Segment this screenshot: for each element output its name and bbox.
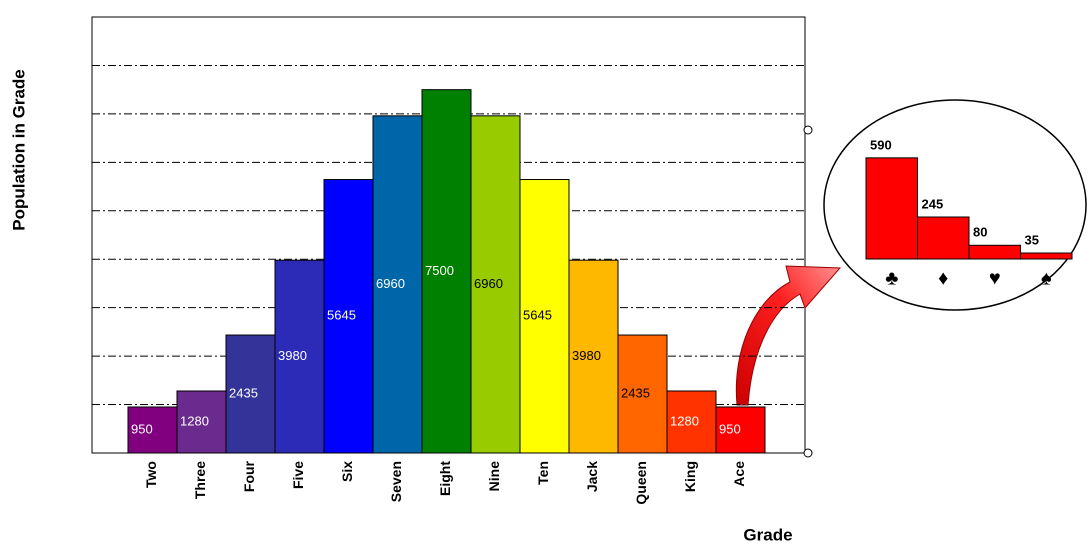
bar: [968, 244, 1021, 260]
x-tick-label: Ace: [731, 461, 747, 487]
bar: [470, 115, 521, 454]
x-tick-label: Two: [143, 461, 159, 488]
bar: [323, 179, 374, 454]
bar: [127, 406, 178, 454]
x-tick-label: ♥: [989, 267, 1001, 289]
value-label: 2435: [621, 385, 650, 400]
x-tick-label: Queen: [633, 461, 649, 505]
value-label: 2435: [229, 385, 258, 400]
value-label: 3980: [572, 348, 601, 363]
bar: [274, 259, 325, 454]
value-label: 6960: [474, 276, 503, 291]
bar: [568, 259, 619, 454]
bar: [421, 89, 472, 454]
x-tick-label: Seven: [388, 461, 404, 502]
bar: [372, 115, 423, 454]
bar: [865, 157, 918, 260]
value-label: 1280: [670, 413, 699, 428]
value-label: 590: [870, 137, 892, 152]
bar: [715, 406, 766, 454]
x-tick-label: Six: [339, 461, 355, 482]
y-axis-label: Population in Grade: [9, 69, 28, 231]
value-label: 3980: [278, 348, 307, 363]
value-label: 950: [719, 421, 741, 436]
bar: [917, 216, 970, 260]
bar: [666, 390, 717, 454]
x-tick-label: Eight: [437, 461, 453, 496]
x-tick-label: ♣: [885, 267, 898, 289]
value-label: 80: [973, 225, 987, 240]
bar: [519, 179, 570, 454]
x-tick-label: Jack: [584, 461, 600, 492]
x-tick-label: Three: [192, 461, 208, 499]
value-label: 950: [131, 421, 153, 436]
callout-arrow: [735, 265, 842, 406]
value-label: 7500: [425, 263, 454, 278]
x-tick-label: ♠: [1041, 267, 1052, 289]
bar: [1020, 252, 1073, 260]
bar: [225, 334, 276, 454]
value-label: 6960: [376, 276, 405, 291]
x-tick-label: Ten: [535, 461, 551, 485]
value-label: 35: [1025, 232, 1039, 247]
x-tick-label: Five: [290, 461, 306, 489]
handle: [803, 125, 813, 135]
x-axis-label: Grade: [743, 525, 792, 544]
value-label: 1280: [180, 413, 209, 428]
x-tick-label: King: [682, 461, 698, 492]
x-tick-label: Nine: [486, 461, 502, 492]
value-label: 245: [922, 196, 944, 211]
bar: [176, 390, 227, 454]
handle: [803, 448, 813, 458]
value-label: 5645: [327, 308, 356, 323]
x-tick-label: ♦: [938, 267, 948, 289]
x-tick-label: Four: [241, 460, 257, 492]
value-label: 5645: [523, 308, 552, 323]
